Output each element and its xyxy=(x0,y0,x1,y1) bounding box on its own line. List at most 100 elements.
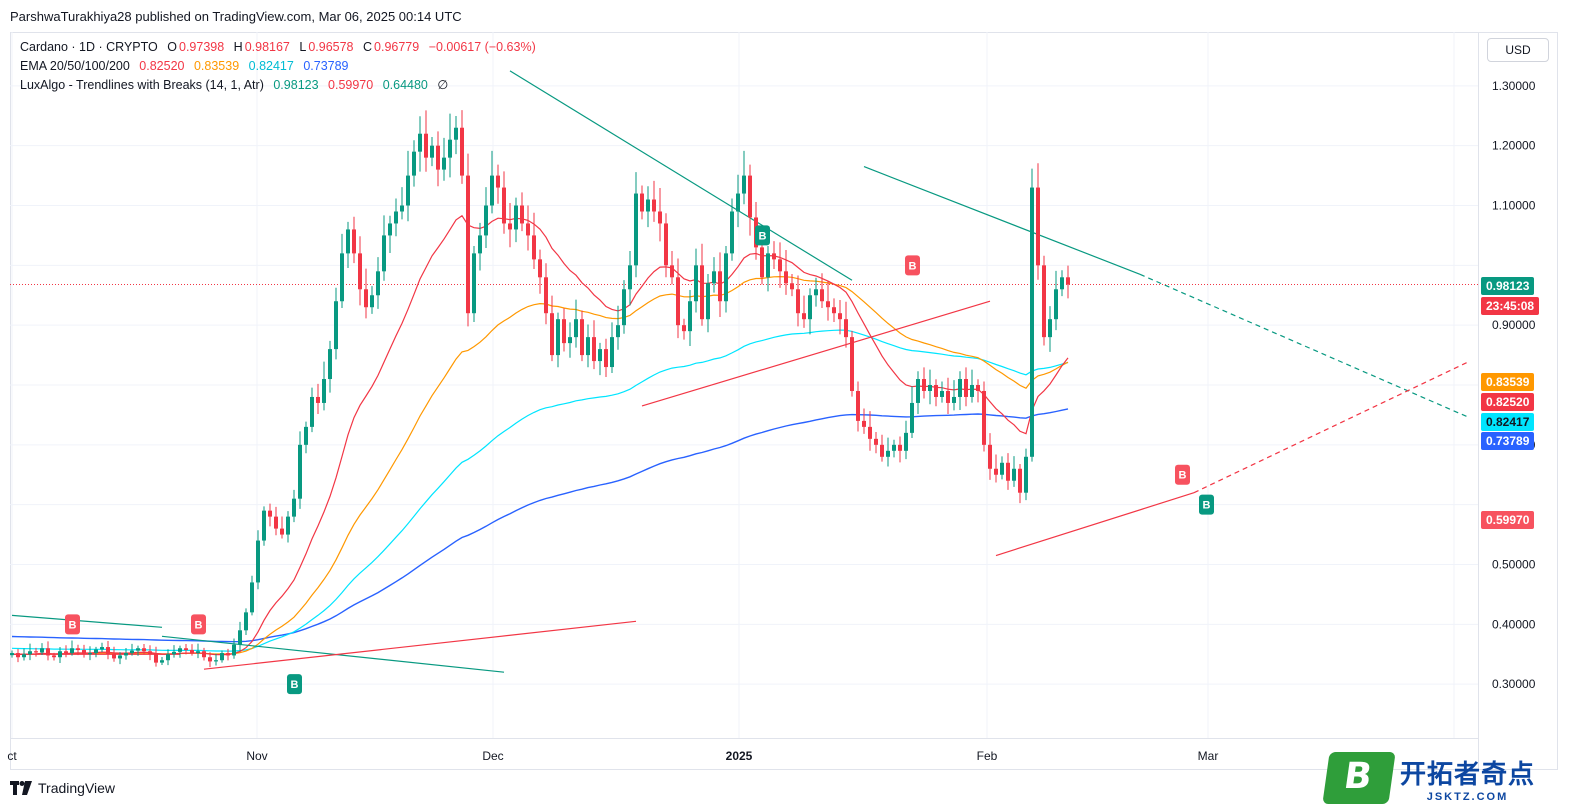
candle-body xyxy=(376,271,380,296)
chart-legend: Cardano · 1D · CRYPTO O 0.97398 H 0.98167 … xyxy=(20,38,536,95)
candle-body xyxy=(814,289,818,296)
candle-body xyxy=(214,660,218,662)
candle-body xyxy=(46,648,50,656)
candle-body xyxy=(112,654,116,659)
candle-body xyxy=(550,313,554,356)
candle-body xyxy=(310,396,314,427)
tag-lux-lower: 0.59970 xyxy=(1481,511,1535,529)
candle-body xyxy=(556,319,560,356)
candle-body xyxy=(1060,277,1064,290)
x-tick-label: Nov xyxy=(246,749,267,763)
candle-body xyxy=(226,653,230,656)
candle-body xyxy=(196,651,200,654)
candle-body xyxy=(490,175,494,206)
candle-body xyxy=(70,648,74,654)
lux-value-3: 0.64480 xyxy=(382,78,428,92)
candle-body xyxy=(250,582,254,613)
candle-body xyxy=(178,648,182,652)
candle-body xyxy=(1066,277,1070,285)
candle-body xyxy=(514,205,518,230)
candle-body xyxy=(586,337,590,356)
tag-ema200: 0.73789 xyxy=(1481,432,1535,450)
candle-body xyxy=(904,432,908,451)
candle-body xyxy=(22,654,26,658)
x-tick-label: Feb xyxy=(977,749,998,763)
break-marker-label: B xyxy=(1203,500,1211,512)
y-tick-label: 1.20000 xyxy=(1492,139,1536,153)
candle-body xyxy=(400,205,404,212)
x-tick-label: ct xyxy=(7,749,17,763)
currency-button[interactable]: USD xyxy=(1487,38,1549,62)
close-value: 0.96779 xyxy=(374,40,420,54)
candle-body xyxy=(34,651,38,653)
candle-body xyxy=(172,651,176,655)
tag-ema20: 0.82520 xyxy=(1481,393,1535,411)
candle-body xyxy=(130,650,134,654)
candle-body xyxy=(664,223,668,266)
candle-body xyxy=(1048,319,1052,338)
candle-body xyxy=(640,193,644,212)
y-tick-label: 1.30000 xyxy=(1492,79,1536,93)
y-tick-label: 1.10000 xyxy=(1492,199,1536,213)
break-marker-label: B xyxy=(909,260,917,272)
candle-body xyxy=(94,649,98,654)
candle-body xyxy=(958,379,962,397)
x-tick-label: Dec xyxy=(482,749,503,763)
watermark-letter: B xyxy=(1341,756,1375,797)
candle-body xyxy=(274,516,278,529)
tradingview-icon xyxy=(10,781,32,795)
candle-body xyxy=(118,655,122,659)
candle-body xyxy=(562,319,566,344)
ema20-value: 0.82520 xyxy=(139,59,185,73)
watermark-cn: 开拓者奇点 xyxy=(1400,759,1536,790)
candle-body xyxy=(316,396,320,403)
upper-trendline xyxy=(509,70,853,281)
watermark: B 开拓者奇点 JSKTZ.COM xyxy=(1322,752,1536,804)
candle-body xyxy=(844,319,848,338)
candle-body xyxy=(736,193,740,212)
ema-label: EMA 20/50/100/200 xyxy=(20,59,130,73)
break-marker-label: B xyxy=(69,619,77,631)
candle-body xyxy=(1036,187,1040,266)
candle-body xyxy=(202,651,206,658)
candle-body xyxy=(778,259,782,272)
candle-body xyxy=(580,319,584,356)
candle-body xyxy=(412,151,416,176)
candle-body xyxy=(760,247,764,278)
candle-body xyxy=(622,289,626,326)
candle-body xyxy=(874,438,878,445)
candle-body xyxy=(784,271,788,284)
candle-body xyxy=(430,145,434,158)
candle-body xyxy=(40,648,44,653)
candle-body xyxy=(706,283,710,320)
candle-body xyxy=(1018,468,1022,493)
tradingview-logo[interactable]: TradingView xyxy=(10,780,115,796)
y-tick-label: 0.40000 xyxy=(1492,617,1536,631)
lower-trendline-projection xyxy=(1193,360,1471,494)
candle-body xyxy=(1000,462,1004,475)
candle-body xyxy=(634,193,638,266)
watermark-url: JSKTZ.COM xyxy=(1426,790,1509,803)
candle-body xyxy=(964,379,968,397)
candle-body xyxy=(160,660,164,663)
x-tick-label: Mar xyxy=(1198,749,1219,763)
candle-body xyxy=(808,295,812,320)
tag-ema50: 0.83539 xyxy=(1481,373,1535,391)
candle-body xyxy=(10,653,14,656)
candle-body xyxy=(82,650,86,655)
break-marker xyxy=(191,614,206,635)
candle-body xyxy=(454,127,458,140)
candle-body xyxy=(802,313,806,320)
break-marker-label: B xyxy=(195,619,203,631)
candle-body xyxy=(982,390,986,445)
break-marker xyxy=(65,614,80,635)
legend-ema-row: EMA 20/50/100/200 0.82520 0.83539 0.8241… xyxy=(20,57,536,76)
y-tick-label: 0.50000 xyxy=(1492,557,1536,571)
close-label: C xyxy=(363,40,373,54)
candle-body xyxy=(184,648,188,651)
symbol-label: Cardano · 1D · CRYPTO xyxy=(20,40,158,54)
candle-body xyxy=(880,444,884,457)
ema20-line xyxy=(11,214,1069,656)
candle-body xyxy=(496,175,500,188)
